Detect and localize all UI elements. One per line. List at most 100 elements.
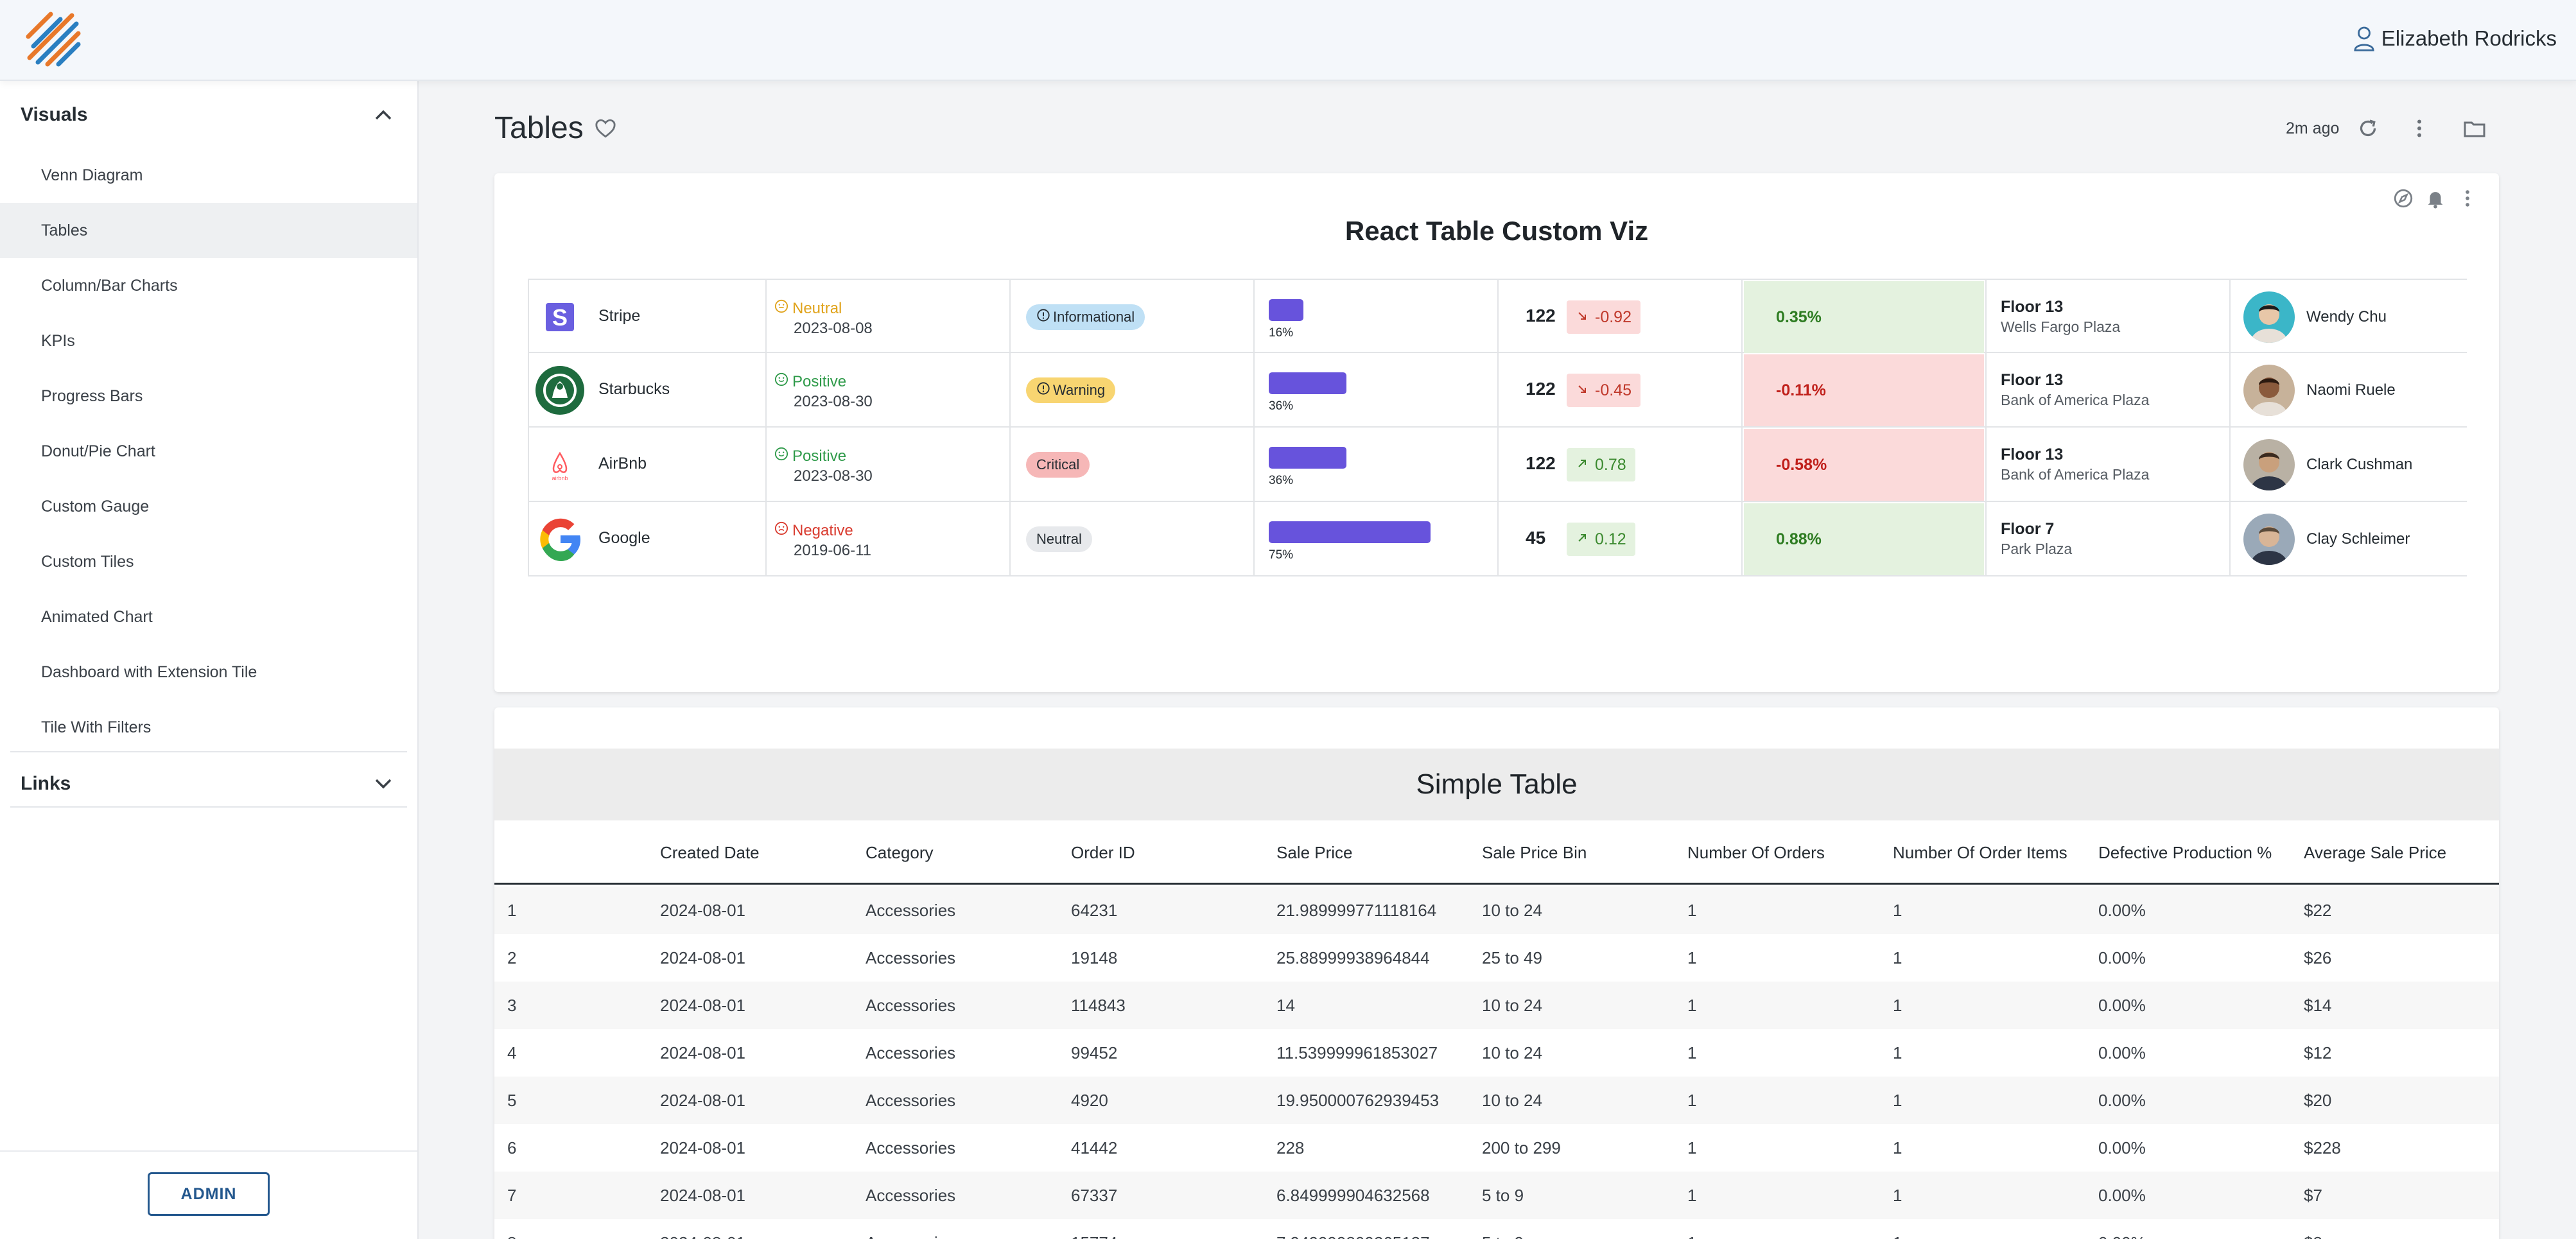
column-header[interactable]: Number Of Orders <box>1687 843 1825 862</box>
table-cell: 0.00% <box>2098 1138 2146 1157</box>
count-delta-cell: 122 0.78 <box>1499 428 1743 502</box>
badge-cell: Informational <box>1011 280 1255 354</box>
sidebar-item-label: Tables <box>41 221 88 239</box>
table-cell: 0.00% <box>2098 1185 2146 1205</box>
more-options-icon[interactable] <box>2408 117 2431 140</box>
table-cell: 4 <box>507 1043 517 1062</box>
sidebar-item-tables[interactable]: Tables <box>0 203 417 258</box>
sentiment-positive-icon <box>774 447 788 465</box>
progress-bar <box>1269 372 1346 394</box>
sidebar-item-progress-bars[interactable]: Progress Bars <box>0 368 417 424</box>
sidebar-section-visuals[interactable]: Visuals <box>0 83 417 146</box>
sidebar-item-kpis[interactable]: KPIs <box>0 313 417 368</box>
table-cell: Accessories <box>866 1219 1065 1239</box>
divider <box>10 751 407 752</box>
person-name: Clark Cushman <box>2306 456 2413 473</box>
status-badge: Critical <box>1026 452 1090 478</box>
alert-bell-icon[interactable] <box>2424 187 2446 209</box>
table-cell: 7.949999809265137 <box>1276 1219 1475 1239</box>
chevron-down-icon <box>375 779 392 789</box>
svg-text:airbnb: airbnb <box>552 475 568 481</box>
sidebar-item-donut-pie-chart[interactable]: Donut/Pie Chart <box>0 424 417 479</box>
status-badge: Informational <box>1026 304 1145 330</box>
folder-icon[interactable] <box>2463 117 2486 140</box>
table-cell: 2024-08-01 <box>660 995 745 1015</box>
progress-label: 36% <box>1269 399 1294 413</box>
sidebar-item-label: Column/Bar Charts <box>41 276 178 295</box>
progress-cell: 36% <box>1255 353 1499 428</box>
column-header[interactable]: Created Date <box>660 843 760 862</box>
table-cell: 3 <box>507 995 517 1015</box>
count-value: 122 <box>1526 306 1556 325</box>
sentiment-date: 2023-08-08 <box>794 320 873 337</box>
table-cell: 0.00% <box>2098 900 2146 920</box>
sentiment-negative-icon <box>774 521 788 540</box>
count-delta-cell: 122 -0.45 <box>1499 353 1743 428</box>
badge-label: Informational <box>1053 309 1135 325</box>
count-delta-cell: 122 -0.92 <box>1499 280 1743 354</box>
sidebar-item-venn-diagram[interactable]: Venn Diagram <box>0 148 417 203</box>
column-header[interactable]: Defective Production % <box>2098 843 2272 862</box>
table-row: 1 2024-08-01 Accessories 64231 21.9899997711… <box>494 887 2499 934</box>
info-circle-icon <box>1036 381 1050 399</box>
sidebar-item-label: Donut/Pie Chart <box>41 442 155 460</box>
percent-cell: -0.58% <box>1743 428 1987 502</box>
favorite-heart-icon[interactable] <box>595 118 616 139</box>
table-cell: $8 <box>2304 1219 2490 1239</box>
admin-button[interactable]: ADMIN <box>148 1172 270 1216</box>
custom-viz-tile: React Table Custom Viz S Stripe Neutral 202… <box>494 173 2499 692</box>
column-header[interactable] <box>507 820 655 885</box>
tile-menu-icon[interactable] <box>2457 187 2478 209</box>
explore-compass-icon[interactable] <box>2392 187 2414 209</box>
sentiment-cell: Neutral 2023-08-08 <box>767 280 1011 354</box>
sidebar-section-links[interactable]: Links <box>0 752 417 815</box>
company-name: Starbucks <box>598 380 670 398</box>
column-header[interactable]: Sale Price <box>1276 843 1353 862</box>
company-cell: Google <box>528 502 767 576</box>
table-cell: 0.00% <box>2098 1090 2146 1110</box>
person-cell: Clay Schleimer <box>2231 502 2467 576</box>
sidebar-item-label: Venn Diagram <box>41 166 143 184</box>
reload-icon[interactable] <box>2356 117 2380 140</box>
starbucks-logo-icon <box>534 365 586 416</box>
airbnb-logo-icon: airbnb <box>534 439 586 490</box>
table-cell: 19.950000762939453 <box>1276 1090 1440 1110</box>
column-header[interactable]: Category <box>866 843 934 862</box>
sidebar-item-dashboard-with-extension-tile[interactable]: Dashboard with Extension Tile <box>0 645 417 700</box>
avatar <box>2243 291 2295 343</box>
table-row: 7 2024-08-01 Accessories 67337 6.84999990463… <box>494 1172 2499 1219</box>
table-cell: 15774 <box>1071 1219 1270 1239</box>
percent-value: 0.35% <box>1744 281 1984 353</box>
viz-row: airbnb AirBnb Positive 2023-08-30 Critical 36… <box>528 428 2467 502</box>
status-badge: Neutral <box>1026 526 1092 552</box>
table-cell: 41442 <box>1071 1138 1118 1157</box>
sidebar-item-custom-gauge[interactable]: Custom Gauge <box>0 479 417 534</box>
column-header[interactable]: Number Of Order Items <box>1893 843 2067 862</box>
sentiment-positive-icon <box>774 372 788 391</box>
user-menu[interactable]: Elizabeth Rodricks <box>2353 26 2557 51</box>
progress-label: 75% <box>1269 548 1294 562</box>
count-value: 122 <box>1526 453 1556 473</box>
table-cell: Accessories <box>866 1090 956 1110</box>
column-header[interactable]: Order ID <box>1071 843 1135 862</box>
sentiment-date: 2019-06-11 <box>794 542 871 559</box>
sidebar-item-tile-with-filters[interactable]: Tile With Filters <box>0 700 417 755</box>
company-cell: airbnb AirBnb <box>528 428 767 502</box>
table-cell: $14 <box>2304 995 2332 1015</box>
company-logo[interactable] <box>22 8 86 72</box>
sentiment-date: 2023-08-30 <box>794 467 873 485</box>
delta-value: 0.12 <box>1595 530 1626 548</box>
sidebar-item-custom-tiles[interactable]: Custom Tiles <box>0 534 417 589</box>
company-name: AirBnb <box>598 455 647 472</box>
sidebar-item-column-bar-charts[interactable]: Column/Bar Charts <box>0 258 417 313</box>
sentiment-label: Positive <box>792 447 847 465</box>
status-badge: Warning <box>1026 377 1116 403</box>
sidebar-item-animated-chart[interactable]: Animated Chart <box>0 589 417 645</box>
top-bar: Elizabeth Rodricks <box>0 0 2576 81</box>
table-cell: 4920 <box>1071 1090 1108 1110</box>
progress-bar <box>1269 521 1431 543</box>
column-header[interactable]: Sale Price Bin <box>1482 843 1587 862</box>
table-cell: 1 <box>507 900 517 920</box>
column-header[interactable]: Average Sale Price <box>2304 843 2447 862</box>
table-cell: 2024-08-01 <box>660 1090 745 1110</box>
